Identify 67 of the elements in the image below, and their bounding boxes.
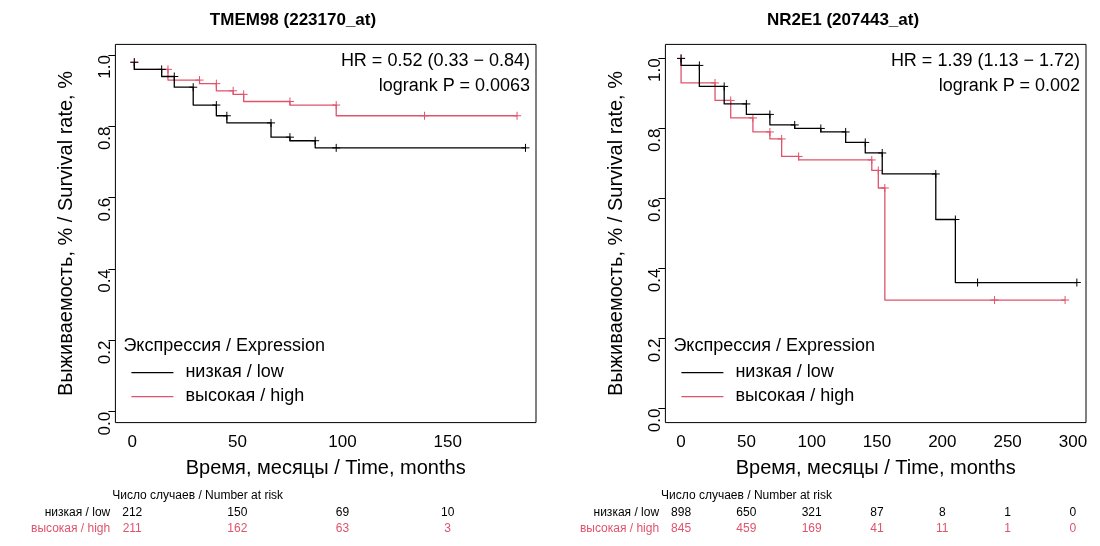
annotation: logrank P = 0.0063 bbox=[378, 75, 530, 96]
legend-title: Экспрессия / Expression bbox=[123, 334, 326, 355]
y-tick-label: 0.2 bbox=[95, 340, 115, 365]
x-tick-label: 150 bbox=[433, 432, 462, 452]
text: низкая / low bbox=[44, 505, 111, 520]
annotation: HR = 0.52 (0.33 − 0.84) bbox=[340, 50, 530, 71]
y-tick-label: 0.4 bbox=[95, 269, 115, 293]
x-tick-label: 300 bbox=[1058, 432, 1088, 452]
text: 63 bbox=[335, 521, 350, 536]
y-axis-title: Выживаемость, % / Survival rate, % bbox=[603, 70, 626, 396]
x-tick-label: 250 bbox=[993, 432, 1022, 452]
y-tick-label: 0.6 bbox=[95, 197, 115, 222]
x-axis-title: Время, месяцы / Time, months bbox=[185, 455, 466, 478]
text: 169 bbox=[801, 521, 823, 536]
y-axis-title: Выживаемость, % / Survival rate, % bbox=[53, 70, 76, 396]
legend-label: низкая / low bbox=[185, 360, 285, 381]
y-tick-label: 1.0 bbox=[645, 58, 665, 83]
x-tick-label: 100 bbox=[328, 432, 357, 452]
x-tick-label: 50 bbox=[736, 432, 756, 452]
x-tick-label: 0 bbox=[676, 432, 686, 452]
y-tick-label: 1.0 bbox=[95, 55, 115, 79]
x-tick-label: 150 bbox=[862, 432, 892, 452]
legend-title: Экспрессия / Expression bbox=[673, 334, 876, 355]
text: 3 bbox=[444, 521, 452, 536]
chart-title: TMEM98 (223170_at) bbox=[209, 9, 377, 29]
legend-label: высокая / high bbox=[185, 384, 305, 405]
legend-label: высокая / high bbox=[735, 384, 855, 405]
y-tick-label: 0.8 bbox=[645, 128, 665, 153]
x-tick-label: 50 bbox=[227, 432, 247, 452]
text: 459 bbox=[736, 521, 757, 536]
y-tick-label: 0.0 bbox=[95, 411, 115, 436]
text: Число случаев / Number at risk bbox=[112, 488, 285, 503]
y-tick-label: 0.6 bbox=[645, 198, 665, 223]
x-tick-label: 200 bbox=[928, 432, 957, 452]
text: 0 bbox=[1069, 521, 1077, 536]
text: высокая / high bbox=[31, 521, 111, 536]
text: 321 bbox=[801, 505, 823, 520]
text: 212 bbox=[122, 505, 143, 520]
x-axis-title: Время, месяцы / Time, months bbox=[735, 455, 1016, 478]
text: Число случаев / Number at risk bbox=[661, 488, 833, 503]
text: 87 bbox=[870, 505, 884, 520]
x-tick-label: 0 bbox=[127, 432, 137, 452]
text: 845 bbox=[671, 521, 692, 536]
text: 8 bbox=[938, 505, 946, 520]
x-tick-label: 100 bbox=[797, 432, 826, 452]
text: 11 bbox=[936, 521, 949, 536]
text: 150 bbox=[227, 505, 248, 520]
y-tick-label: 0.8 bbox=[95, 126, 115, 151]
text: 10 bbox=[440, 505, 455, 520]
y-tick-label: 0.0 bbox=[645, 408, 665, 433]
chart-title: NR2E1 (207443_at) bbox=[766, 9, 920, 29]
text: 650 bbox=[736, 505, 757, 520]
text: 1 bbox=[1004, 505, 1012, 520]
text: 41 bbox=[870, 521, 884, 536]
legend-label: низкая / low bbox=[735, 360, 835, 381]
text: 162 bbox=[227, 521, 248, 536]
text: 211 bbox=[122, 521, 143, 536]
text: высокая / high bbox=[579, 521, 660, 536]
y-tick-label: 0.4 bbox=[645, 268, 665, 293]
text: 898 bbox=[671, 505, 692, 520]
text: 0 bbox=[1069, 505, 1077, 520]
text: 69 bbox=[335, 505, 350, 520]
y-tick-label: 0.2 bbox=[645, 338, 665, 363]
text: низкая / low bbox=[593, 505, 660, 520]
annotation: logrank P = 0.002 bbox=[938, 75, 1080, 96]
annotation: HR = 1.39 (1.13 − 1.72) bbox=[890, 50, 1080, 71]
text: 1 bbox=[1004, 521, 1012, 536]
